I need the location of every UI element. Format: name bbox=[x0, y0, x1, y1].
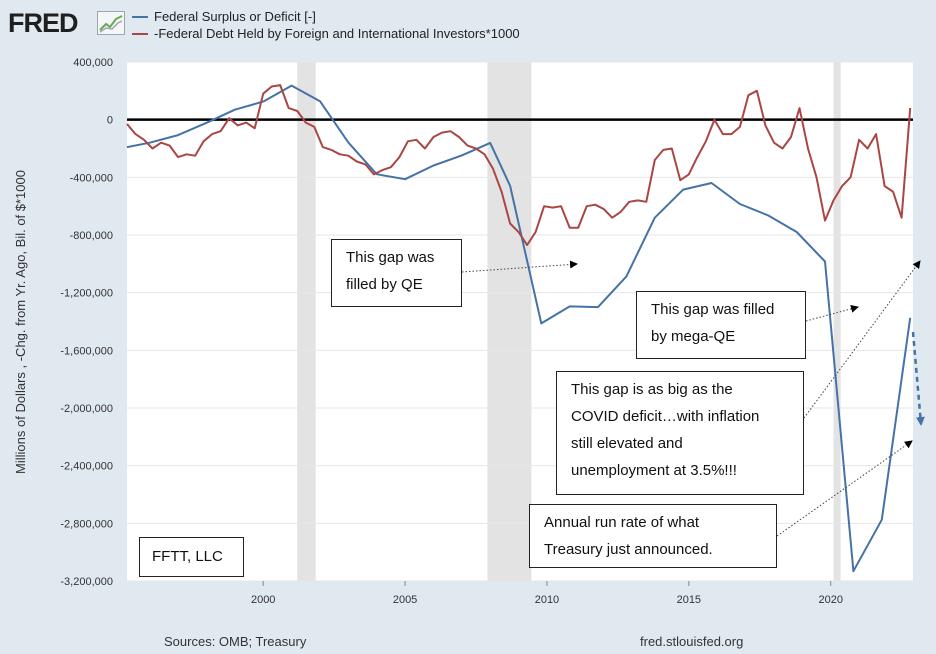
annotation-line: unemployment at 3.5%!!! bbox=[571, 462, 737, 479]
annotation-line: by mega-QE bbox=[651, 328, 736, 345]
legend-item-deficit[interactable]: Federal Surplus or Deficit [-] bbox=[132, 8, 520, 25]
annotation-line: Treasury just announced. bbox=[544, 541, 713, 558]
y-tick-label: -1,200,000 bbox=[60, 288, 113, 300]
y-tick-label: -2,000,000 bbox=[60, 403, 113, 415]
series-line-deficit bbox=[126, 84, 912, 573]
y-tick-label: -3,200,000 bbox=[60, 576, 113, 588]
x-tick-label: 2015 bbox=[677, 594, 701, 606]
annotation-line: This gap is as big as the bbox=[571, 381, 733, 398]
x-tick-label: 2000 bbox=[251, 594, 275, 606]
chart-line-icon bbox=[97, 11, 125, 35]
annotation-line: still elevated and bbox=[571, 435, 683, 452]
x-axis: 2000 2005 2010 2015 2020 bbox=[251, 581, 843, 606]
recession-shading bbox=[297, 62, 841, 581]
y-axis: 400,000 0 -400,000 -800,000 -1,200,000 -1,600… bbox=[60, 57, 113, 588]
y-axis-label: Millions of Dollars , -Chg. from Yr. Ago… bbox=[13, 170, 28, 474]
arrow-covid bbox=[803, 260, 921, 419]
annotation-line: Annual run rate of what bbox=[544, 514, 700, 531]
y-tick-label: -400,000 bbox=[70, 172, 113, 184]
annotation-line: This gap was filled bbox=[651, 301, 775, 318]
annotation-mega-qe: This gap was filled by mega-QE bbox=[636, 291, 806, 359]
x-tick-label: 2020 bbox=[818, 594, 842, 606]
y-tick-label: -1,600,000 bbox=[60, 345, 113, 357]
annotation-line: FFTT, LLC bbox=[152, 548, 223, 565]
arrow-annual bbox=[776, 440, 913, 537]
x-tick-label: 2005 bbox=[393, 594, 417, 606]
legend-label: -Federal Debt Held by Foreign and Intern… bbox=[154, 26, 520, 41]
annotation-line: This gap was bbox=[346, 249, 435, 266]
annotation-fftt: FFTT, LLC bbox=[139, 537, 244, 577]
y-tick-label: 400,000 bbox=[73, 57, 113, 69]
y-tick-label: 0 bbox=[107, 115, 113, 127]
annotation-arrows bbox=[461, 260, 925, 537]
annotation-covid: This gap is as big as the COVID deficit…… bbox=[556, 371, 804, 495]
recession-band bbox=[833, 62, 841, 581]
annotation-qe: This gap was filled by QE bbox=[331, 239, 462, 307]
legend: Federal Surplus or Deficit [-] -Federal … bbox=[132, 8, 520, 42]
x-tick-label: 2010 bbox=[535, 594, 559, 606]
series-lines bbox=[126, 84, 912, 573]
y-tick-label: -800,000 bbox=[70, 230, 113, 242]
recession-band bbox=[297, 62, 316, 581]
annotation-annual: Annual run rate of what Treasury just an… bbox=[529, 504, 777, 568]
y-tick-label: -2,800,000 bbox=[60, 518, 113, 530]
site-link[interactable]: fred.stlouisfed.org bbox=[640, 634, 744, 649]
y-tick-label: -2,400,000 bbox=[60, 461, 113, 473]
recession-band bbox=[487, 62, 532, 581]
series-line-foreign-debt bbox=[126, 84, 912, 247]
annotation-line: filled by QE bbox=[346, 276, 423, 293]
legend-swatch-icon bbox=[132, 32, 148, 35]
source-note: Sources: OMB; Treasury bbox=[164, 634, 307, 649]
legend-swatch-icon bbox=[132, 15, 148, 18]
fred-logo[interactable]: FRED bbox=[8, 8, 78, 38]
legend-item-foreign-debt[interactable]: -Federal Debt Held by Foreign and Intern… bbox=[132, 25, 520, 42]
legend-label: Federal Surplus or Deficit [-] bbox=[154, 9, 316, 24]
annotation-line: COVID deficit…with inflation bbox=[571, 408, 760, 425]
arrow-projection bbox=[911, 331, 925, 426]
